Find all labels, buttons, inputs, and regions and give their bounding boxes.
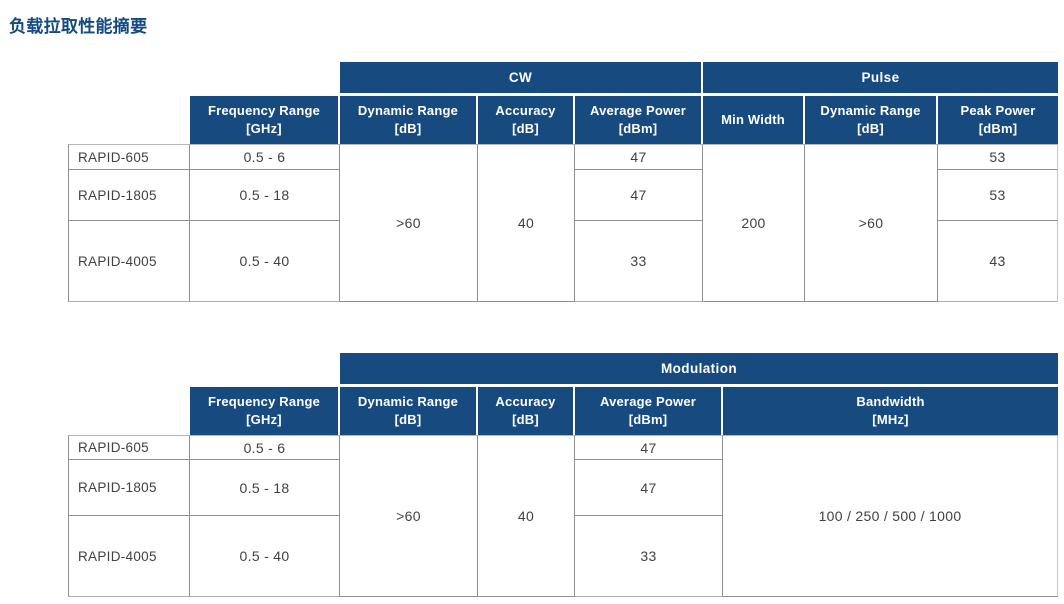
average-power-cell: 47 (575, 460, 723, 516)
peak-power-cell: 53 (938, 170, 1058, 221)
frequency-range-cell: 0.5 - 40 (190, 221, 340, 302)
average-power-cell: 33 (575, 516, 723, 597)
page-title: 负载拉取性能摘要 (9, 17, 148, 36)
col-header-average-power: Average Power [dBm] (575, 387, 723, 435)
model-cell: RAPID-605 (68, 144, 190, 170)
cw-dynamic-range-merged-cell: >60 (340, 144, 478, 302)
col-header-bandwidth: Bandwidth [MHz] (723, 387, 1058, 435)
average-power-cell: 47 (575, 435, 723, 460)
bandwidth-merged-cell: 100 / 250 / 500 / 1000 (723, 435, 1058, 597)
model-cell: RAPID-4005 (68, 221, 190, 302)
group-header-cw: CW (340, 62, 703, 96)
frequency-range-cell: 0.5 - 40 (190, 516, 340, 597)
cw-average-power-cell: 47 (575, 170, 703, 221)
col-header-pulse-dynamic-range: Dynamic Range [dB] (805, 96, 938, 144)
model-cell: RAPID-4005 (68, 516, 190, 597)
model-cell: RAPID-1805 (68, 170, 190, 221)
cw-average-power-cell: 33 (575, 221, 703, 302)
col-header-cw-average-power: Average Power [dBm] (575, 96, 703, 144)
cw-average-power-cell: 47 (575, 144, 703, 170)
col-header-min-width: Min Width (703, 96, 805, 144)
model-cell: RAPID-1805 (68, 460, 190, 516)
cw-accuracy-merged-cell: 40 (478, 144, 575, 302)
group-header-pulse: Pulse (703, 62, 1058, 96)
peak-power-cell: 53 (938, 144, 1058, 170)
col-header-frequency-range: Frequency Range [GHz] (190, 387, 340, 435)
table-modulation: Modulation Frequency Range [GHz] Dynamic… (68, 353, 1058, 597)
col-header-cw-dynamic-range: Dynamic Range [dB] (340, 96, 478, 144)
frequency-range-cell: 0.5 - 18 (190, 460, 340, 516)
col-header-dynamic-range: Dynamic Range [dB] (340, 387, 478, 435)
min-width-merged-cell: 200 (703, 144, 805, 302)
group-header-modulation: Modulation (340, 353, 1058, 387)
col-header-accuracy: Accuracy [dB] (478, 387, 575, 435)
pulse-dynamic-range-merged-cell: >60 (805, 144, 938, 302)
model-cell: RAPID-605 (68, 435, 190, 460)
col-header-peak-power: Peak Power [dBm] (938, 96, 1058, 144)
frequency-range-cell: 0.5 - 6 (190, 435, 340, 460)
dynamic-range-merged-cell: >60 (340, 435, 478, 597)
accuracy-merged-cell: 40 (478, 435, 575, 597)
peak-power-cell: 43 (938, 221, 1058, 302)
col-header-cw-accuracy: Accuracy [dB] (478, 96, 575, 144)
table-cw-pulse: CW Pulse Frequency Range [GHz] Dynamic R… (68, 62, 1058, 302)
col-header-frequency-range: Frequency Range [GHz] (190, 96, 340, 144)
frequency-range-cell: 0.5 - 18 (190, 170, 340, 221)
frequency-range-cell: 0.5 - 6 (190, 144, 340, 170)
